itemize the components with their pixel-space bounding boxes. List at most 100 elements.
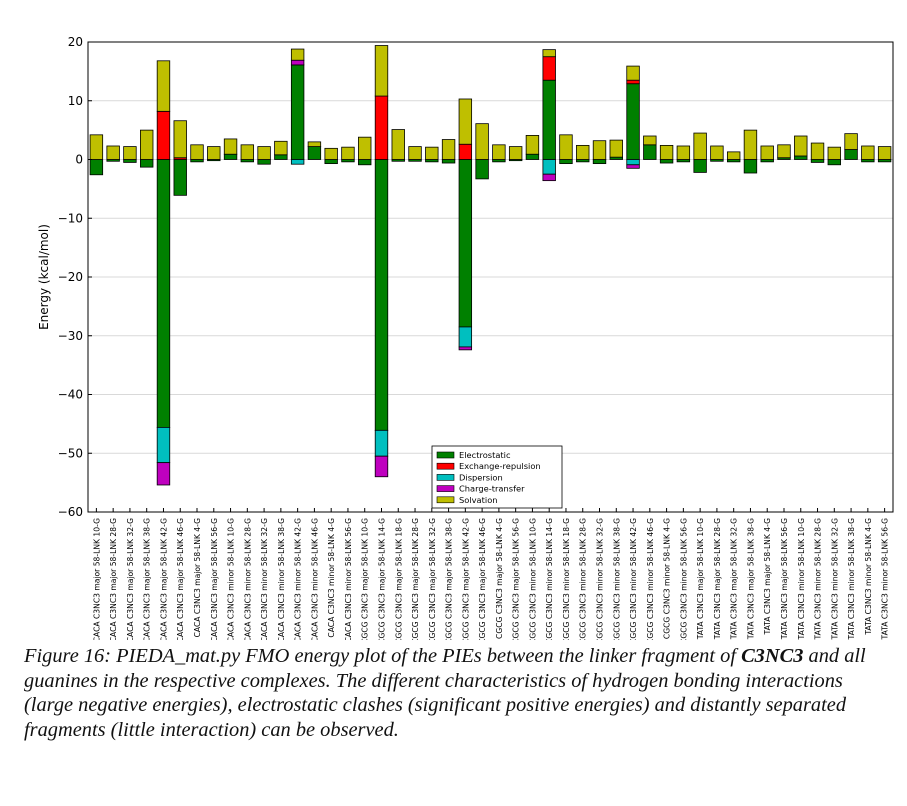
bar-segment <box>844 133 858 150</box>
bar-segment <box>542 79 556 160</box>
bar-segment <box>240 144 255 160</box>
bar-segment <box>223 153 238 160</box>
x-tick-label: CGCG C3NC3 major 58-LNK 42-G <box>461 518 470 640</box>
x-tick-label: CACA C3NC3 major 58-LNK 28-G <box>109 518 118 640</box>
legend-entry: Solvation <box>459 495 498 505</box>
x-tick-label: TATA C3NC3 minor 58-LNK 4-G <box>864 518 873 636</box>
x-tick-label: CACA C3NC3 minor 58-LNK 42-G <box>294 518 303 640</box>
bar-segment <box>156 462 171 486</box>
bar-segment <box>659 144 674 160</box>
x-tick-label: CGCG C3NC3 major 58-LNK 14-G <box>377 518 386 640</box>
legend-swatch <box>436 474 455 481</box>
bar-segment <box>307 141 322 147</box>
bar-segment <box>609 139 623 158</box>
bar-segment <box>542 173 556 182</box>
legend-swatch <box>436 462 455 470</box>
x-tick-label: CACA C3NC3 minor 58-LNK 10-G <box>227 518 236 640</box>
bar-segment <box>458 143 473 160</box>
caption-prefix: Figure 16: PIEDA_mat.py FMO energy plot … <box>24 645 742 667</box>
legend-entry: Dispersion <box>459 472 503 482</box>
x-tick-label: CGCG C3NC3 major 58-LNK 32-G <box>428 518 437 640</box>
bar-segment <box>374 95 389 160</box>
x-tick-label: CGCG C3NC3 major 58-LNK 28-G <box>411 518 420 640</box>
legend-swatch <box>436 451 455 459</box>
legend-entry: Electrostatic <box>459 450 511 460</box>
bar-segment <box>140 159 154 168</box>
x-tick-label: CGCG C3NC3 minor 58-LNK 38-G <box>612 518 621 640</box>
bar-segment <box>559 134 573 160</box>
x-tick-label: CACA C3NC3 minor 58-LNK 4-G <box>327 518 336 638</box>
bar-segment <box>844 149 858 160</box>
bar-segment <box>458 98 473 145</box>
legend-entry: Exchange-repulsion <box>459 461 541 471</box>
x-tick-label: TATA C3NC3 major 58-LNK 10-G <box>696 518 705 640</box>
bar-segment <box>710 145 724 160</box>
bar-segment <box>525 135 540 155</box>
x-tick-label: CACA C3NC3 major 58-LNK 4-G <box>193 518 202 638</box>
bar-segment <box>140 129 154 160</box>
bar-segment <box>458 346 473 351</box>
bar-segment <box>576 144 590 160</box>
bar-segment <box>341 146 355 160</box>
bar-segment <box>173 159 187 196</box>
x-tick-label: TATA C3NC3 major 58-LNK 28-G <box>713 518 722 640</box>
bar-segment <box>794 155 808 160</box>
x-tick-label: CGCG C3NC3 minor 58-LNK 4-G <box>663 518 672 639</box>
x-tick-label: CACA C3NC3 major 58-LNK 32-G <box>126 518 135 640</box>
bar-segment <box>274 154 288 160</box>
bar-segment <box>559 159 573 165</box>
bar-segment <box>643 135 657 146</box>
bar-segment <box>307 146 322 160</box>
x-tick-label: CACA C3NC3 minor 58-LNK 32-G <box>260 518 269 640</box>
bar-segment <box>374 455 389 478</box>
bar-segment <box>223 138 238 155</box>
bar-segment <box>492 144 506 160</box>
bar-segment <box>643 144 657 160</box>
bar-segment <box>693 132 707 160</box>
bar-segment <box>726 151 741 160</box>
y-tick-label: −10 <box>58 211 83 225</box>
x-tick-label: TATA C3NC3 major 58-LNK 56-G <box>780 518 789 640</box>
y-tick-label: 20 <box>68 35 83 49</box>
x-tick-label: TATA C3NC3 minor 58-LNK 32-G <box>830 518 839 640</box>
x-tick-label: CGCG C3NC3 minor 58-LNK 32-G <box>596 518 605 640</box>
stacked-bars <box>89 45 892 486</box>
bar-segment <box>391 129 405 160</box>
bar-segment <box>626 79 640 85</box>
bar-segment <box>89 134 104 160</box>
bar-segment <box>290 48 305 61</box>
bar-segment <box>290 64 305 160</box>
y-axis-label: Energy (kcal/mol) <box>37 224 51 330</box>
bar-segment <box>358 159 372 166</box>
bar-segment <box>458 159 473 328</box>
caption-bold-term: C3NC3 <box>741 645 804 667</box>
bar-segment <box>324 147 338 160</box>
x-tick-label: CACA C3NC3 minor 58-LNK 38-G <box>277 518 286 640</box>
bar-segment <box>156 110 171 160</box>
legend-swatch <box>436 485 455 492</box>
bar-segment <box>408 146 422 160</box>
bar-segment <box>89 159 104 176</box>
bar-segment <box>374 429 389 457</box>
bar-segment <box>626 159 640 166</box>
bar-segment <box>810 159 825 163</box>
x-tick-label: TATA C3NC3 minor 58-LNK 10-G <box>797 518 806 640</box>
x-tick-label: CGCG C3NC3 major 58-LNK 4-G <box>495 518 504 639</box>
bar-segment <box>475 123 489 160</box>
bar-segment <box>693 159 707 173</box>
x-tick-label: CGCG C3NC3 minor 58-LNK 46-G <box>646 518 655 640</box>
bar-segment <box>290 59 305 66</box>
bar-segment <box>290 159 305 165</box>
bar-segment <box>374 159 389 431</box>
bar-segment <box>877 146 892 160</box>
energy-bar-chart: −60 −50 −40 −30 −20 −10 0 10 20 CACA C3NC3 major… <box>37 35 894 640</box>
x-tick-label: CACA C3NC3 major 58-LNK 10-G <box>92 518 101 640</box>
bar-segment <box>542 56 556 81</box>
x-tick-label: TATA C3NC3 major 58-LNK 32-G <box>730 518 739 640</box>
bar-segment <box>441 159 456 164</box>
figure-caption: Figure 16: PIEDA_mat.py FMO energy plot … <box>24 644 894 742</box>
x-tick-label: CACA C3NC3 minor 58-LNK 56-G <box>344 518 353 640</box>
bar-segment <box>827 146 841 160</box>
bar-segment <box>190 144 204 160</box>
x-tick-label: CACA C3NC3 minor 58-LNK 28-G <box>243 518 252 640</box>
